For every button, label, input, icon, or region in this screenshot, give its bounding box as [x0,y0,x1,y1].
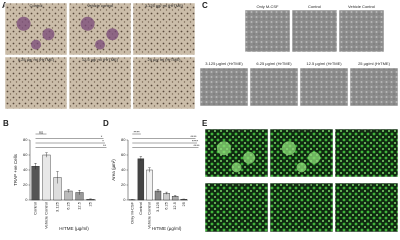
micrograph [334,182,399,233]
significance-label: **** [192,138,199,143]
image-label: Vehicle Control [348,4,375,9]
image-label: 6.25 µg/ ml (HrTME) [18,57,55,62]
image-label: Control [308,4,321,9]
x-tick-label: Control [138,202,143,215]
x-tick-label: Vehicle Control [146,202,151,229]
cell-cluster [308,151,321,164]
x-tick-label: 12.5 [77,201,82,210]
x-tick-label: 6.25 [66,201,71,210]
significance-label: **** [133,129,140,134]
x-tick-label: 12.5 [172,201,177,210]
significance-label: * [102,138,104,143]
panel-letter: D [103,119,109,128]
image-label: Vehicle control [87,3,113,8]
x-tick-label: Control [33,202,38,215]
y-tick-label: 0 [25,197,28,202]
x-tick-label: 6.25 [164,201,169,210]
x-tick-label: 3.125 [155,201,160,212]
panel-letter: E [202,119,208,128]
micrograph [299,67,349,107]
y-tick-label: 40 [121,167,126,172]
panel-letter: C [202,1,208,10]
significance-label: ns [39,129,43,134]
micrograph [269,182,334,233]
x-tick-label: 3.125 [55,201,60,212]
x-tick-label: 25 [88,201,93,206]
image-label: 3.125 µg/ ml (HrTME) [145,3,184,8]
image-label: 25 µg/ ml (HrTME) [148,57,182,62]
micrograph [244,9,291,53]
x-axis-label: HrTME (µg/ml) [152,226,182,231]
significance-label: **** [193,143,200,148]
significance-label: **** [190,134,197,139]
image-label: Control [230,128,243,133]
image-label: 25 µg/ml (HrTME) [358,61,391,66]
micrograph [291,9,338,53]
y-tick-label: 20 [121,182,126,187]
x-axis-label: HrTME (µg/ml) [59,226,89,231]
y-tick-label: 60 [23,152,28,157]
cell-cluster [16,16,31,31]
bar [137,158,145,201]
micrograph [68,56,132,110]
bar [31,166,40,201]
image-label: 12.5 µg/ml (HrTME) [306,61,342,66]
micrograph [199,67,249,107]
y-tick-label: 60 [121,152,126,157]
x-tick-label: Only M-CSF [129,201,134,224]
y-axis-label: TRAP +ve Cells [13,153,18,186]
cell-cluster [106,28,119,41]
panel-letter: B [3,119,9,128]
x-tick-label: 25 [181,201,186,206]
image-label: 3.125 µg/ml (HrTME) [205,61,243,66]
image-label: 6.25 µg/ml (HrTME) [256,61,292,66]
bar [42,154,51,201]
cell-cluster [216,141,231,156]
micrograph [132,2,196,56]
cell-cluster [296,162,307,173]
micrograph [204,182,269,233]
y-tick-label: 20 [23,182,28,187]
image-label: 12.5 µg/ ml [292,182,312,187]
cell-cluster [42,28,55,41]
image-label: 6.25 µg/ ml [227,182,247,187]
x-tick-label: Vehicle Control [44,202,49,229]
significance-label: ** [103,143,107,148]
micrograph [4,56,68,110]
image-label: Control [30,3,43,8]
y-tick-label: 80 [23,137,28,142]
cell-cluster [243,151,256,164]
cell-cluster [80,16,95,31]
image-label: Only M-CSF [257,4,280,9]
y-tick-label: 80 [121,137,126,142]
y-tick-label: 0 [123,197,126,202]
image-label: 12.5 µg/ ml (HrTME) [82,57,119,62]
micrograph [338,9,385,53]
micrograph [132,56,196,110]
bar [146,169,153,201]
cell-cluster [95,39,105,50]
image-label: Vehicle control [288,128,314,133]
y-axis-label: Area (µm²) [111,159,116,181]
cell-cluster [281,141,296,156]
y-tick-label: 40 [23,167,28,172]
micrograph [349,67,399,107]
significance-label: * [101,134,103,139]
cell-cluster [231,162,242,173]
micrograph [334,128,399,178]
image-label: 25 µg/ml [359,182,375,187]
micrograph [249,67,299,107]
cell-cluster [31,39,41,50]
image-label: 3.125 µg/ ml [355,128,377,133]
